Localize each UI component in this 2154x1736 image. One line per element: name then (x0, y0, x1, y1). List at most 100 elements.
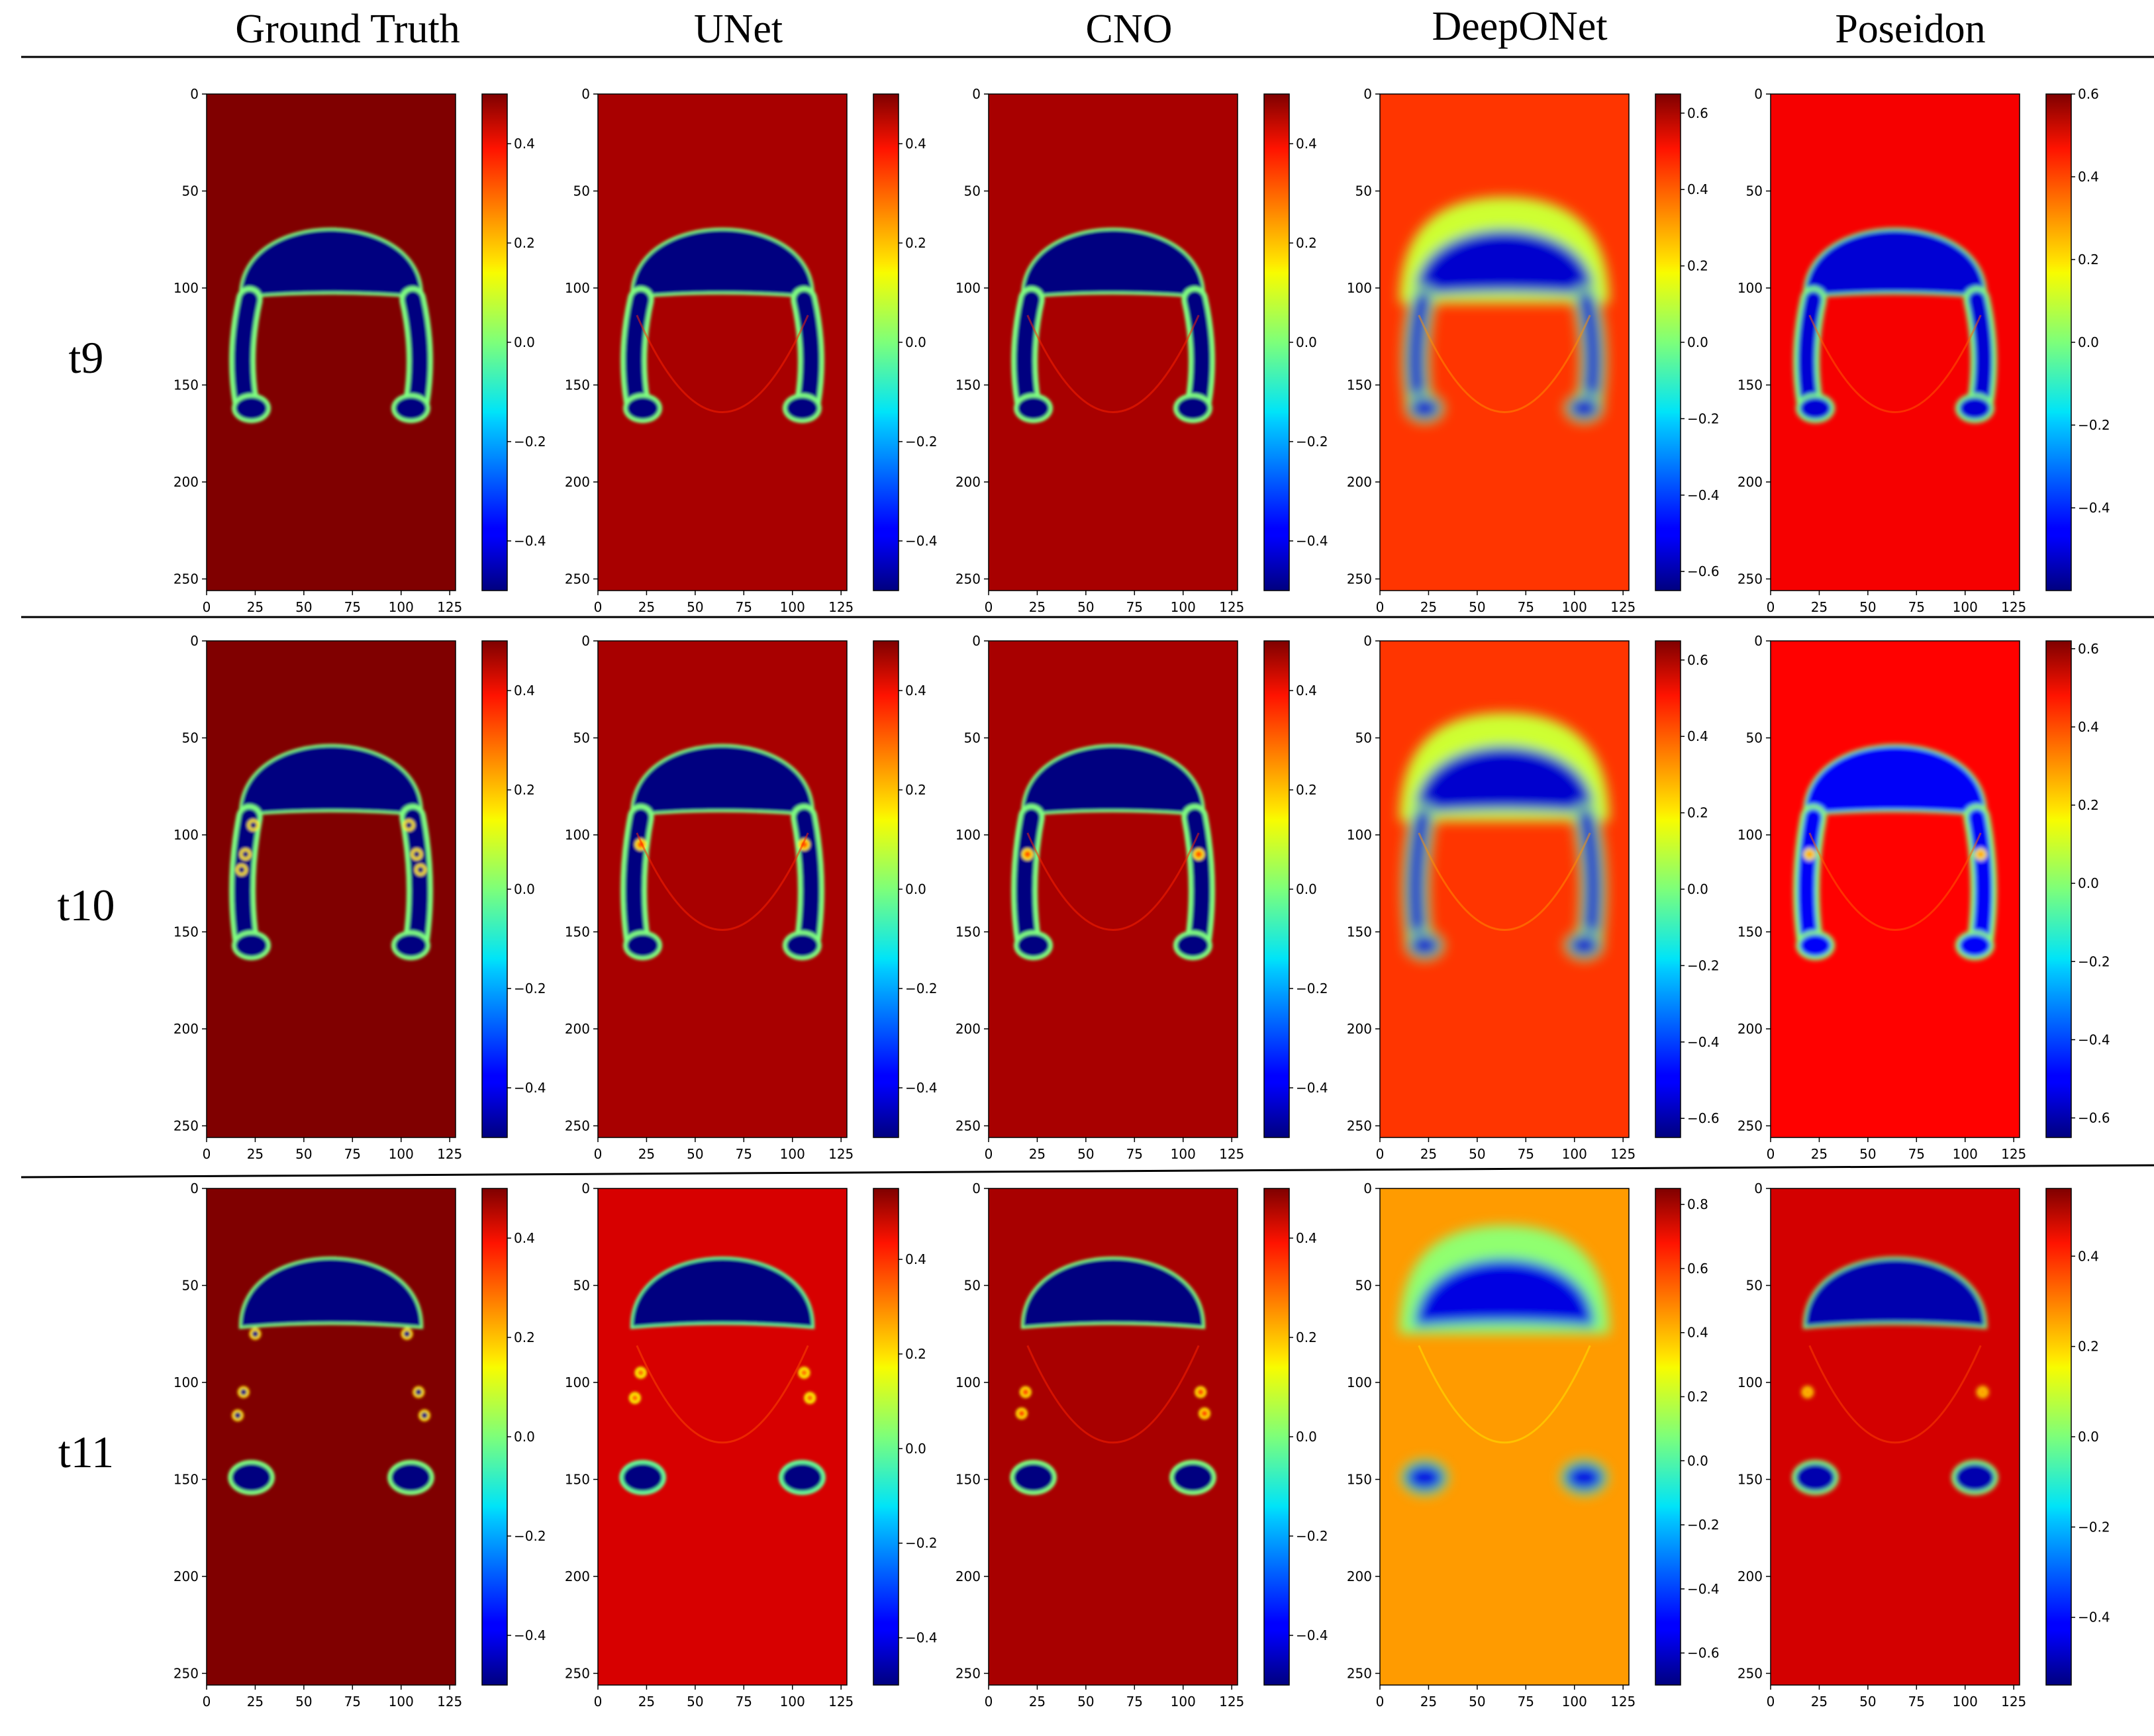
lobe-core (395, 397, 426, 420)
bubble-structure (1793, 744, 1997, 961)
x-tick-label: 50 (1859, 1694, 1876, 1710)
bubble-structure (1399, 712, 1610, 961)
y-tick-label: 200 (565, 474, 590, 490)
x-tick-label: 50 (1077, 1694, 1094, 1710)
x-tick-label: 25 (1029, 1146, 1046, 1162)
artifact-arc (1026, 832, 1200, 931)
x-tick-label: 125 (828, 1146, 854, 1162)
colorbar-tick-label: −0.4 (1687, 1581, 1720, 1597)
x-tick-label: 0 (594, 599, 603, 615)
arm-core (1968, 808, 1992, 947)
colorbar-tick-label: 0.2 (905, 782, 926, 798)
x-tick-label: 75 (736, 1694, 752, 1710)
y-tick-label: 150 (1347, 924, 1372, 940)
y-tick-label: 250 (1738, 1118, 1763, 1133)
column-title-ground-truth: Ground Truth (235, 7, 460, 52)
lobe-core (1796, 1464, 1835, 1492)
arm-core (404, 291, 428, 409)
cap-core (1023, 1259, 1203, 1327)
x-tick-label: 75 (736, 599, 752, 615)
colorbar-tick-label: 0.0 (2078, 1429, 2099, 1445)
y-tick-label: 150 (565, 1471, 590, 1487)
y-tick-label: 100 (1347, 280, 1372, 296)
y-tick-label: 150 (1738, 377, 1763, 393)
y-tick-label: 250 (955, 1118, 981, 1133)
cap-core (1023, 746, 1203, 814)
colorbar-tick-label: 0.4 (1296, 136, 1317, 152)
x-tick-label: 75 (1518, 599, 1534, 615)
colorbar-tick-label: 0.6 (1687, 652, 1708, 668)
panel-t9-ground-truth: 0 25 50 75 100 125 0 50 100 150 200 250 0.4 0.2 0.0 −0.… (173, 86, 546, 615)
artifact-arc (1418, 832, 1591, 931)
y-tick-label: 50 (182, 730, 199, 746)
lobe-core (1177, 934, 1208, 957)
x-tick-label: 50 (295, 1146, 312, 1162)
x-tick-label: 50 (687, 599, 703, 615)
x-tick-label: 50 (1469, 1694, 1485, 1710)
y-tick-label: 250 (565, 571, 590, 587)
colorbar-tick-label: 0.0 (514, 881, 535, 897)
x-tick-label: 25 (1029, 1694, 1046, 1710)
axes-frame (988, 93, 1238, 591)
x-tick-label: 0 (594, 1146, 603, 1162)
y-tick-label: 200 (1347, 1021, 1372, 1037)
x-tick-label: 50 (295, 1694, 312, 1710)
y-tick-label: 100 (173, 1374, 199, 1390)
field-structures (228, 1256, 434, 1496)
axes-frame (206, 640, 456, 1138)
lobe-core (1568, 934, 1600, 957)
colorbar-tick-label: 0.6 (2078, 86, 2099, 102)
colorbar (1263, 93, 1290, 591)
cap-core (1023, 230, 1203, 296)
x-tick-label: 125 (437, 1694, 462, 1710)
x-tick-label: 0 (203, 599, 211, 615)
droplet-core (234, 1412, 241, 1419)
x-tick-label: 100 (1562, 1146, 1587, 1162)
x-tick-label: 25 (638, 1146, 655, 1162)
x-tick-label: 25 (1811, 1146, 1828, 1162)
colorbar (2045, 1188, 2072, 1686)
y-tick-label: 150 (955, 377, 981, 393)
colorbar-tick-label: −0.4 (1687, 487, 1720, 503)
field-structures (1399, 197, 1610, 424)
colorbar-tick-label: −0.2 (1296, 981, 1328, 996)
y-tick-label: 100 (955, 1374, 981, 1390)
droplet-core (240, 1388, 247, 1396)
x-tick-label: 25 (1811, 599, 1828, 615)
arm-core (1577, 291, 1602, 409)
x-tick-label: 125 (1610, 599, 1636, 615)
lobe-core (1565, 1464, 1604, 1492)
colorbar (481, 640, 508, 1138)
cap-core (632, 746, 812, 814)
x-tick-label: 25 (1420, 1146, 1437, 1162)
lobe-core (1955, 1464, 1994, 1492)
y-tick-label: 250 (565, 1118, 590, 1133)
colorbar-tick-label: −0.4 (1687, 1034, 1720, 1050)
y-tick-label: 50 (1355, 730, 1372, 746)
y-tick-label: 250 (565, 1665, 590, 1681)
colorbar-tick-label: −0.4 (1296, 533, 1328, 549)
droplet-core (1979, 1388, 1986, 1396)
row-label-t11: t11 (58, 1427, 114, 1477)
colorbar (873, 93, 899, 591)
cap-core (241, 1259, 421, 1327)
y-tick-label: 0 (1754, 633, 1763, 649)
y-tick-label: 250 (955, 571, 981, 587)
colorbar-tick-label: 0.2 (1687, 1389, 1708, 1405)
y-tick-label: 100 (955, 280, 981, 296)
x-tick-label: 50 (1469, 599, 1485, 615)
colorbar-tick-label: 0.0 (2078, 875, 2099, 891)
y-tick-label: 50 (964, 1277, 981, 1293)
y-tick-label: 150 (173, 1471, 199, 1487)
field-structures (1399, 1225, 1610, 1496)
arm-core (1186, 808, 1210, 947)
colorbar-tick-label: −0.6 (1687, 563, 1720, 579)
arm-core (404, 808, 428, 947)
y-tick-label: 200 (565, 1021, 590, 1037)
colorbar-tick-label: −0.4 (905, 533, 938, 549)
x-tick-label: 125 (1610, 1694, 1636, 1710)
colorbar (1263, 1188, 1290, 1686)
artifact-arc (1026, 1345, 1200, 1444)
y-tick-label: 100 (565, 827, 590, 843)
panel-t9-poseidon: 0 25 50 75 100 125 0 50 100 150 200 250 0.6 0.4 0.2 0.0… (1738, 86, 2110, 615)
